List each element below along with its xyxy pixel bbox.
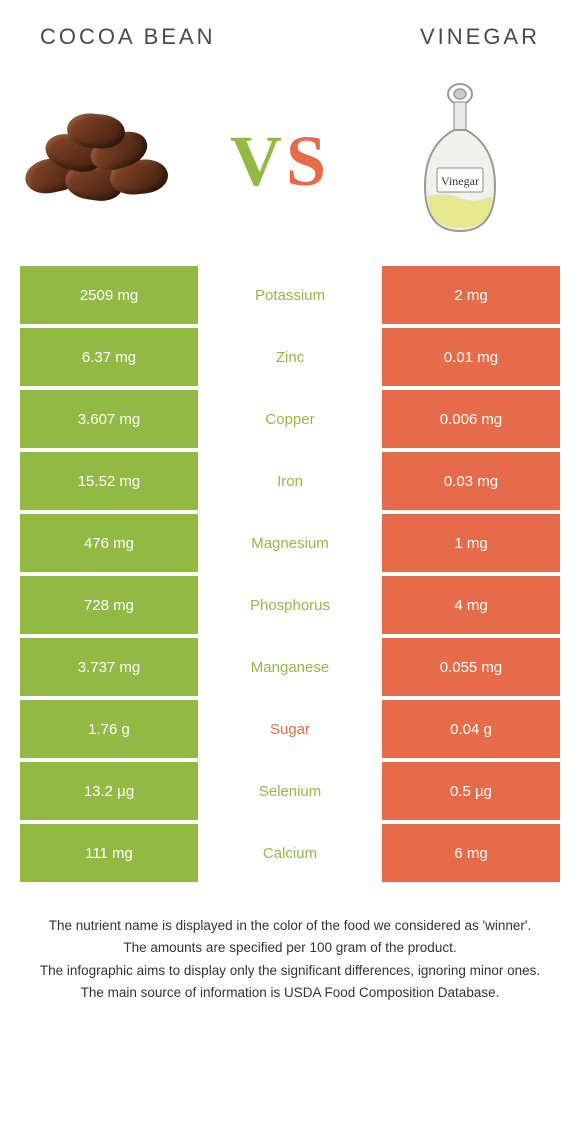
left-value-cell: 6.37 mg	[20, 328, 198, 386]
table-row: 15.52 mgIron0.03 mg	[20, 452, 560, 510]
right-value-cell: 0.055 mg	[382, 638, 560, 696]
nutrient-name-cell: Sugar	[198, 700, 382, 758]
vinegar-illustration: Vinegar	[370, 81, 550, 241]
nutrient-name-cell: Iron	[198, 452, 382, 510]
left-value-cell: 1.76 g	[20, 700, 198, 758]
nutrient-name-cell: Potassium	[198, 266, 382, 324]
left-value-cell: 2509 mg	[20, 266, 198, 324]
nutrient-name-cell: Calcium	[198, 824, 382, 882]
left-value-cell: 728 mg	[20, 576, 198, 634]
table-row: 3.737 mgManganese0.055 mg	[20, 638, 560, 696]
images-row: VS Vinegar	[0, 66, 580, 266]
vs-s: S	[286, 121, 330, 201]
vs-v: V	[230, 121, 286, 201]
right-value-cell: 2 mg	[382, 266, 560, 324]
right-value-cell: 6 mg	[382, 824, 560, 882]
table-row: 2509 mgPotassium2 mg	[20, 266, 560, 324]
nutrient-name-cell: Selenium	[198, 762, 382, 820]
left-value-cell: 111 mg	[20, 824, 198, 882]
nutrient-name-cell: Phosphorus	[198, 576, 382, 634]
right-value-cell: 0.01 mg	[382, 328, 560, 386]
table-row: 1.76 gSugar0.04 g	[20, 700, 560, 758]
footer-line-4: The main source of information is USDA F…	[30, 983, 550, 1003]
footer-line-1: The nutrient name is displayed in the co…	[30, 916, 550, 936]
table-row: 6.37 mgZinc0.01 mg	[20, 328, 560, 386]
left-value-cell: 15.52 mg	[20, 452, 198, 510]
nutrient-name-cell: Zinc	[198, 328, 382, 386]
comparison-table: 2509 mgPotassium2 mg6.37 mgZinc0.01 mg3.…	[0, 266, 580, 882]
table-row: 13.2 µgSelenium0.5 µg	[20, 762, 560, 820]
table-row: 3.607 mgCopper0.006 mg	[20, 390, 560, 448]
left-value-cell: 3.607 mg	[20, 390, 198, 448]
nutrient-name-cell: Magnesium	[198, 514, 382, 572]
left-food-title: COCOA BEAN	[40, 24, 215, 50]
right-value-cell: 4 mg	[382, 576, 560, 634]
table-row: 728 mgPhosphorus4 mg	[20, 576, 560, 634]
right-value-cell: 1 mg	[382, 514, 560, 572]
vinegar-label-text: Vinegar	[441, 174, 479, 188]
nutrient-name-cell: Copper	[198, 390, 382, 448]
vs-label: VS	[230, 120, 330, 203]
right-value-cell: 0.5 µg	[382, 762, 560, 820]
left-value-cell: 476 mg	[20, 514, 198, 572]
right-value-cell: 0.006 mg	[382, 390, 560, 448]
cocoa-bean-illustration	[10, 81, 190, 241]
left-value-cell: 13.2 µg	[20, 762, 198, 820]
right-value-cell: 0.04 g	[382, 700, 560, 758]
footer-line-2: The amounts are specified per 100 gram o…	[30, 938, 550, 958]
header: COCOA BEAN VINEGAR	[0, 0, 580, 66]
right-food-title: VINEGAR	[420, 24, 540, 50]
nutrient-name-cell: Manganese	[198, 638, 382, 696]
left-value-cell: 3.737 mg	[20, 638, 198, 696]
right-value-cell: 0.03 mg	[382, 452, 560, 510]
table-row: 111 mgCalcium6 mg	[20, 824, 560, 882]
table-row: 476 mgMagnesium1 mg	[20, 514, 560, 572]
footer-notes: The nutrient name is displayed in the co…	[0, 886, 580, 1003]
footer-line-3: The infographic aims to display only the…	[30, 961, 550, 981]
